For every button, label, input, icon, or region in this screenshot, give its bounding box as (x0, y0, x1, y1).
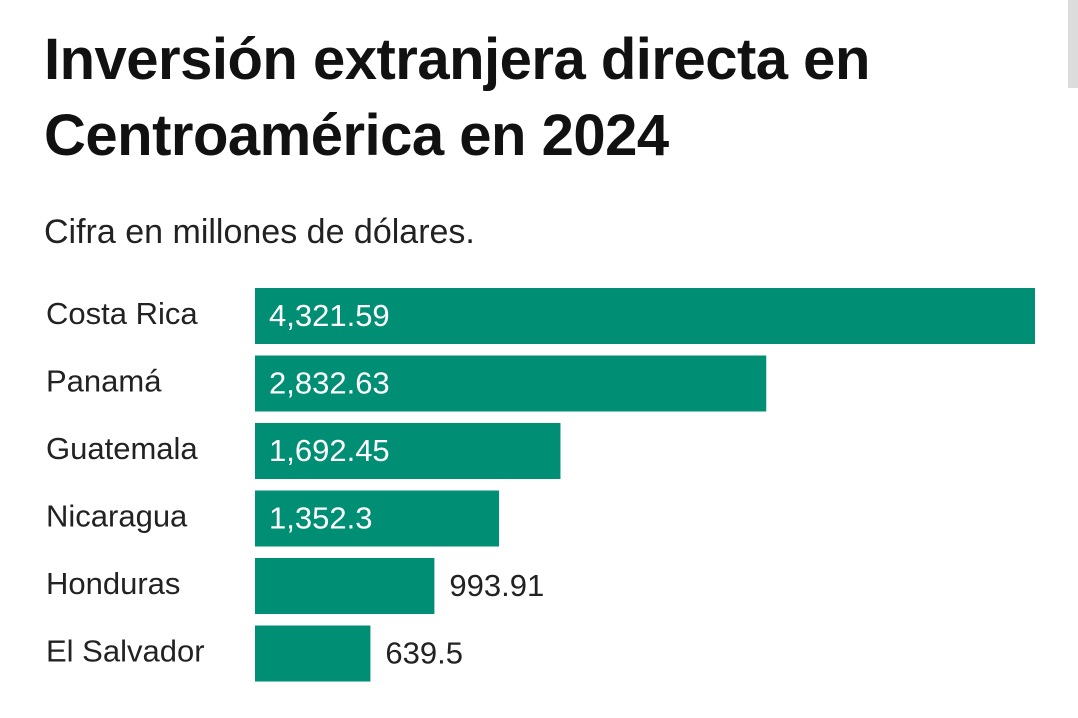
value-label: 1,352.3 (269, 501, 372, 536)
scrollbar-edge (1068, 0, 1078, 88)
bar (255, 558, 435, 614)
value-label: 1,692.45 (269, 433, 390, 468)
category-label: Nicaragua (46, 499, 188, 534)
chart-subtitle: Cifra en millones de dólares. (44, 213, 475, 251)
bar (255, 490, 500, 547)
value-label: 4,321.59 (269, 298, 390, 333)
chart-title: Inversión extranjera directa en Centroam… (44, 27, 870, 168)
category-label: El Salvador (46, 634, 205, 669)
bar (255, 288, 1035, 344)
bar (255, 625, 371, 682)
value-label: 993.91 (449, 568, 544, 603)
value-label: 2,832.63 (269, 366, 390, 401)
category-label: Costa Rica (46, 296, 198, 331)
category-label: Guatemala (46, 431, 198, 466)
bar-chart: Costa Rica 4,321.59 Panamá 2,832.63 Guatemal… (46, 288, 1035, 682)
category-label: Panamá (46, 364, 162, 399)
category-label: Honduras (46, 566, 180, 601)
bar (255, 355, 767, 412)
bar (255, 423, 561, 479)
value-label: 639.5 (385, 636, 463, 671)
